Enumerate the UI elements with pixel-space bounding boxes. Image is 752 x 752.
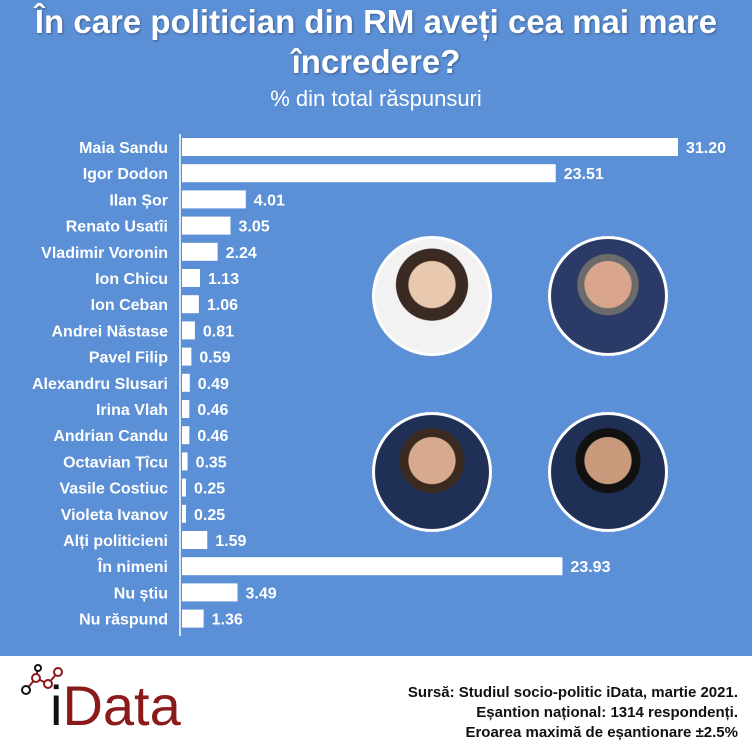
category-label: Ion Chicu xyxy=(95,271,168,288)
value-label: 0.46 xyxy=(197,428,228,445)
category-label: Vladimir Voronin xyxy=(41,245,168,262)
value-label: 3.05 xyxy=(238,219,269,236)
portrait-photo xyxy=(372,412,492,532)
bar xyxy=(182,321,195,340)
bars-group: Maia Sandu 31.20 Igor Dodon 23.51 Ilan Șor 4.… xyxy=(32,138,726,629)
idata-logo: iData xyxy=(50,674,181,737)
bar xyxy=(182,400,190,418)
value-label: 23.93 xyxy=(570,559,610,576)
value-label: 3.49 xyxy=(245,585,276,602)
value-label: 0.81 xyxy=(203,323,234,340)
bar xyxy=(182,138,678,156)
category-label: Pavel Filip xyxy=(89,350,168,367)
bar xyxy=(182,295,199,314)
bar xyxy=(182,242,218,261)
value-label: 0.35 xyxy=(196,454,227,471)
category-label: Andrian Candu xyxy=(53,428,168,445)
bar xyxy=(182,216,231,235)
value-label: 4.01 xyxy=(254,192,285,209)
category-label: Renato Usatîi xyxy=(66,219,168,236)
bar xyxy=(182,426,190,445)
value-label: 1.13 xyxy=(208,271,239,288)
category-label: Ilan Șor xyxy=(109,192,168,209)
chart-subtitle: % din total răspunsuri xyxy=(270,86,482,111)
category-label: Vasile Costiuc xyxy=(60,481,169,498)
value-label: 0.59 xyxy=(199,350,230,367)
footer xyxy=(0,656,752,752)
value-label: 31.20 xyxy=(686,140,726,157)
chart-title: În care politician din RM aveți cea mai … xyxy=(34,3,718,80)
bar xyxy=(182,609,204,628)
category-label: Irina Vlah xyxy=(96,402,168,419)
value-label: 0.46 xyxy=(197,402,228,419)
value-label: 0.49 xyxy=(198,376,229,393)
category-label: Nu știu xyxy=(114,585,168,602)
category-label: Violeta Ivanov xyxy=(61,507,168,524)
sample-line: Eșantion național: 1314 respondenți. xyxy=(476,704,738,721)
error-margin-line: Eroarea maximă de eșantionare ±2.5% xyxy=(465,724,738,741)
bar xyxy=(182,373,190,392)
portrait-photo xyxy=(548,412,668,532)
bar xyxy=(182,269,200,287)
bar xyxy=(182,190,246,209)
bar xyxy=(182,164,556,183)
portrait-photo xyxy=(548,236,668,356)
value-label: 0.25 xyxy=(194,507,225,524)
source-line: Sursă: Studiul socio-politic iData, mart… xyxy=(407,684,738,701)
category-label: Ion Ceban xyxy=(91,297,168,314)
bar-chart: Maia Sandu 31.20 Igor Dodon 23.51 Ilan Șor 4.… xyxy=(32,134,726,636)
bar xyxy=(182,452,188,471)
bar xyxy=(182,531,208,549)
category-label: Octavian Țîcu xyxy=(63,454,168,471)
category-label: Igor Dodon xyxy=(83,166,168,183)
value-label: 0.25 xyxy=(194,481,225,498)
category-label: Alexandru Slusari xyxy=(32,376,168,393)
bar xyxy=(182,347,192,366)
bar xyxy=(182,557,563,576)
value-label: 1.36 xyxy=(212,612,243,629)
bar xyxy=(182,583,238,602)
portrait-photo xyxy=(372,236,492,356)
category-label: În nimeni xyxy=(97,557,168,576)
bar xyxy=(182,504,186,523)
category-label: Nu răspund xyxy=(79,612,168,629)
category-label: Maia Sandu xyxy=(79,140,168,157)
value-label: 1.59 xyxy=(215,533,246,550)
value-label: 2.24 xyxy=(226,245,257,262)
network-logo-icon xyxy=(21,664,63,695)
value-label: 23.51 xyxy=(564,166,604,183)
category-label: Alți politicieni xyxy=(63,533,168,550)
category-label: Andrei Năstase xyxy=(52,323,169,340)
value-label: 1.06 xyxy=(207,297,238,314)
bar xyxy=(182,478,186,497)
